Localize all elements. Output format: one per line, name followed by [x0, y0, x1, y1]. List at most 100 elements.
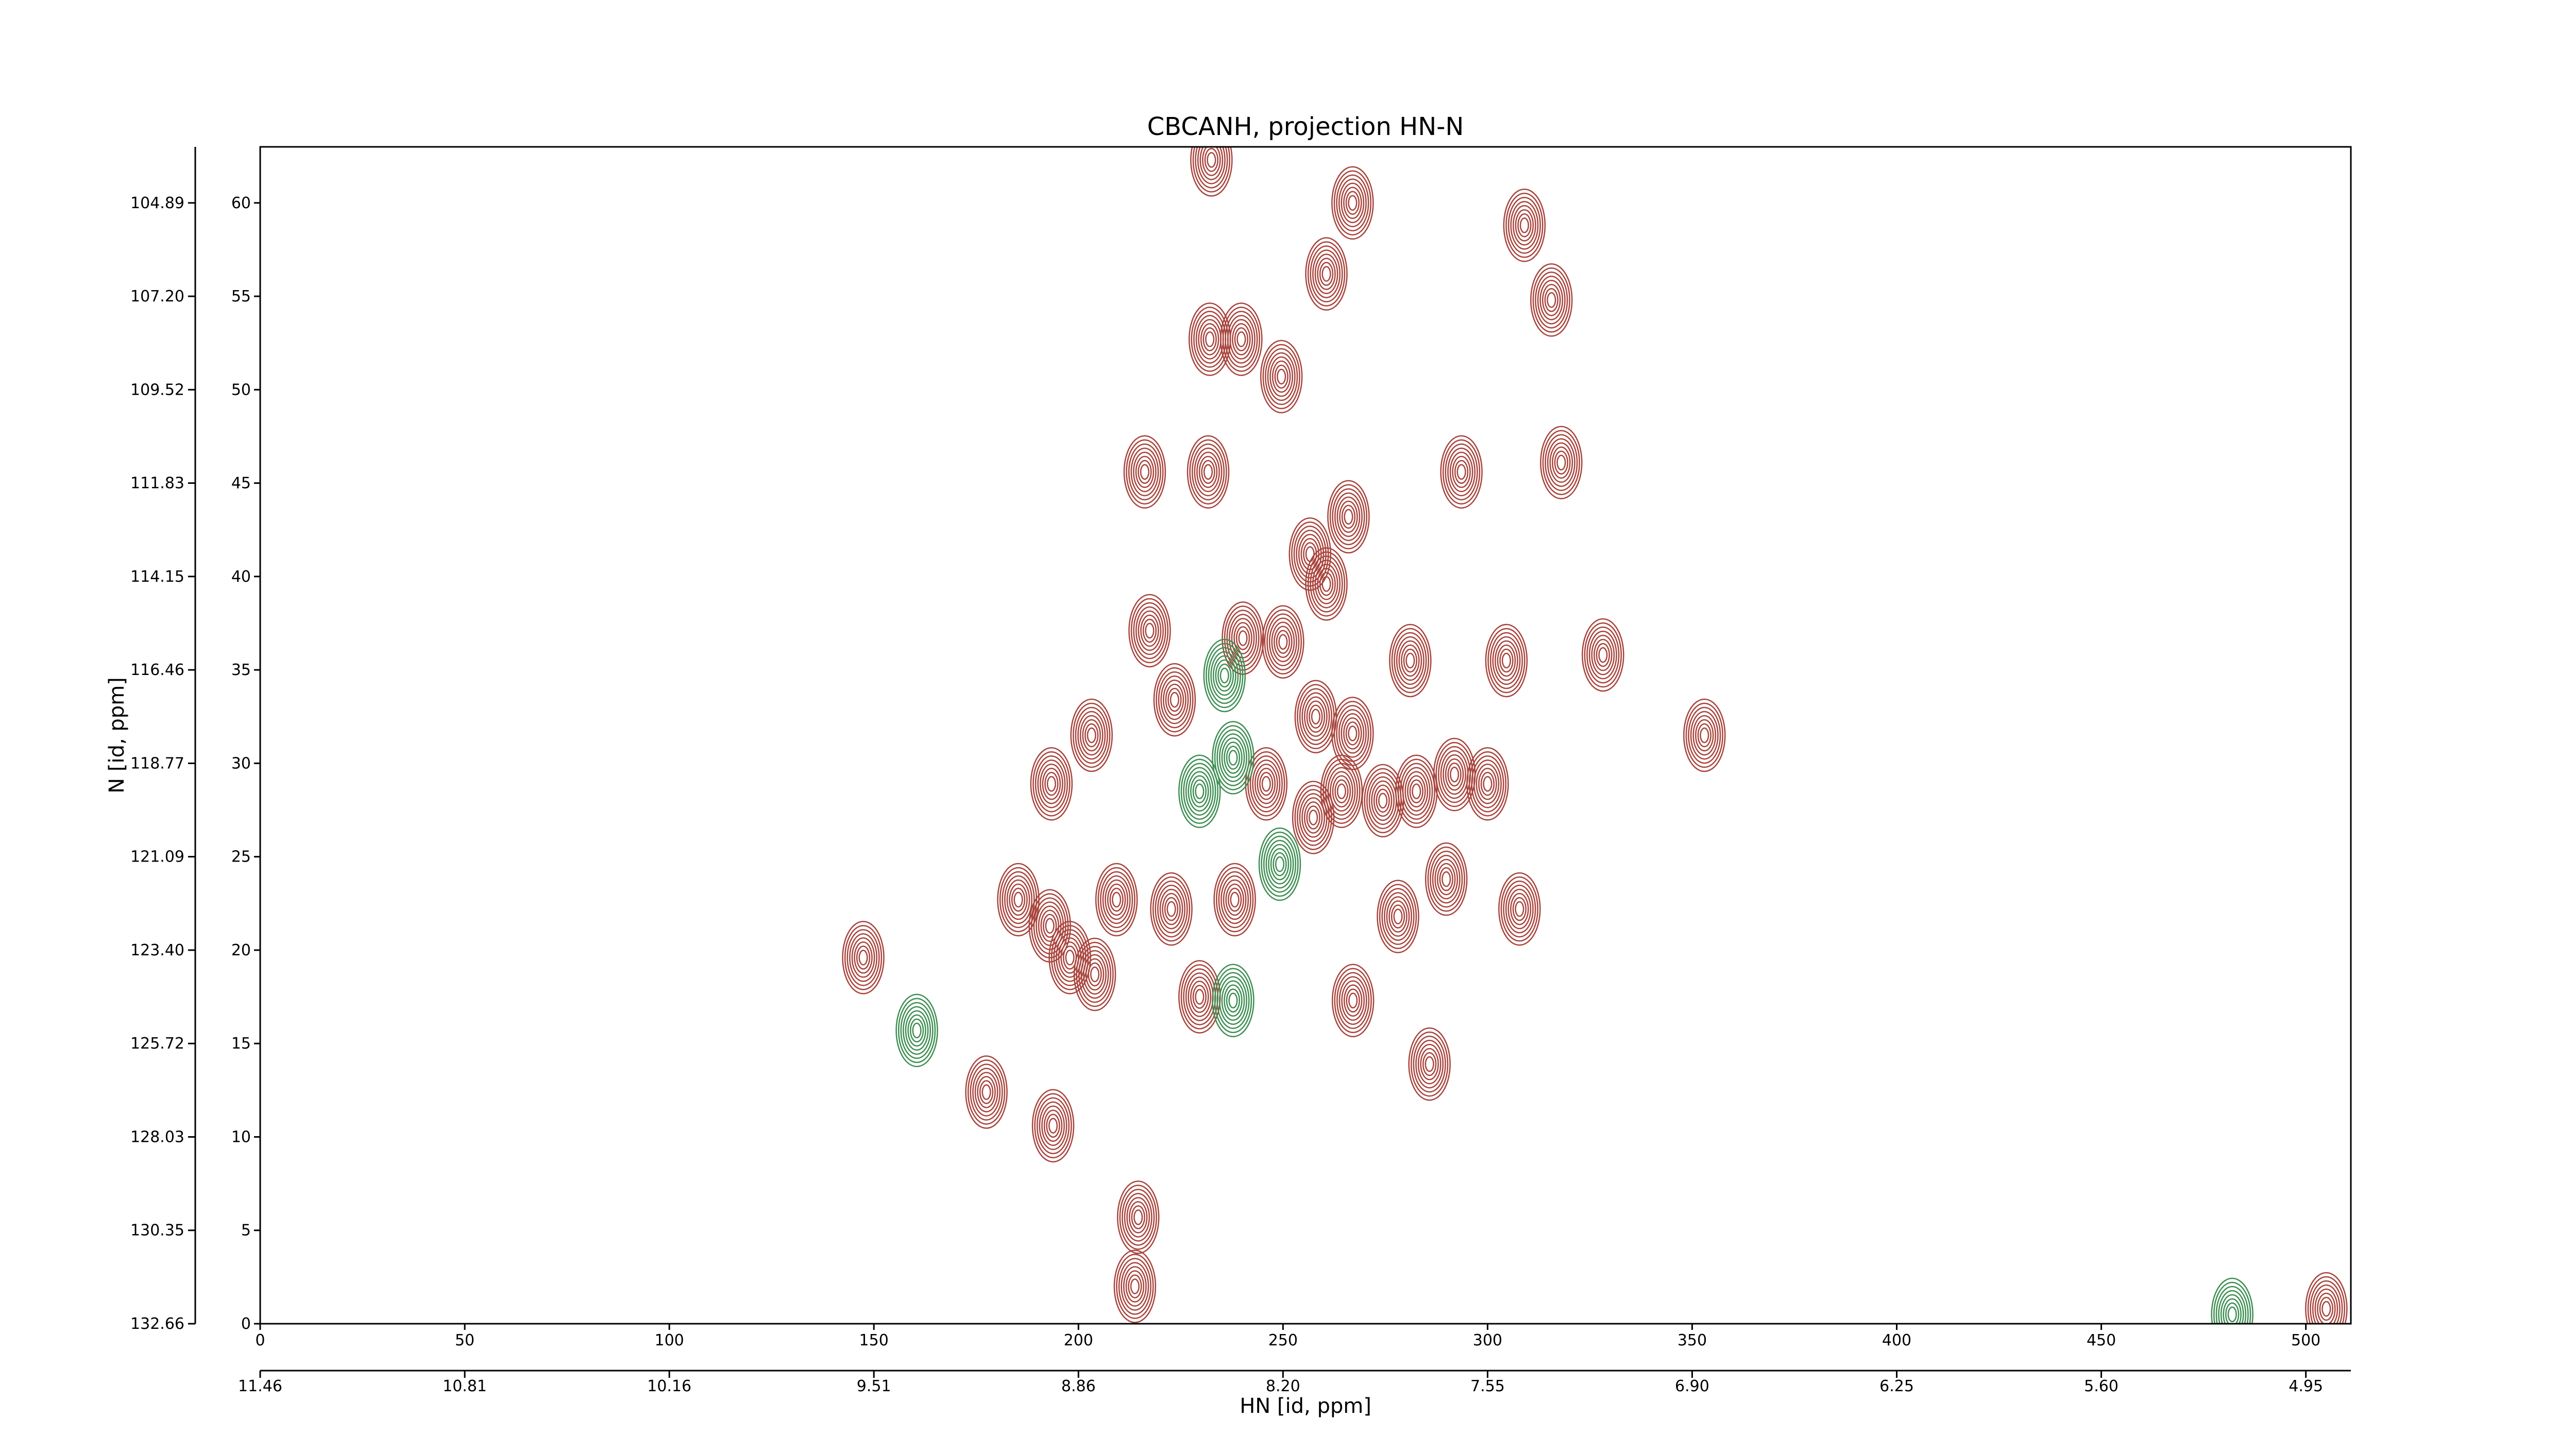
contour-level — [1187, 435, 1230, 509]
x2-tick-label: 6.25 — [1879, 1377, 1914, 1395]
contour-level — [1430, 850, 1463, 908]
peak — [1190, 147, 1233, 197]
contour-level — [1133, 1209, 1143, 1225]
contour-level — [1073, 937, 1116, 1011]
contour-level — [1452, 455, 1471, 488]
contour-level — [1697, 723, 1711, 748]
contour-level — [1346, 988, 1360, 1013]
contour-level — [999, 867, 1038, 933]
contour-level — [1402, 767, 1431, 816]
contour-level — [1301, 692, 1330, 741]
contour-level — [1425, 1056, 1434, 1072]
contour-level — [1454, 460, 1469, 484]
contour-level — [1309, 809, 1318, 825]
contour-level — [1417, 1043, 1442, 1085]
contour-level — [1046, 776, 1056, 792]
y-tick-label: 35 — [231, 661, 251, 679]
contour-level — [909, 1018, 924, 1043]
contour-level — [1397, 758, 1435, 824]
contour-level — [1162, 892, 1181, 925]
contour-level — [1447, 762, 1462, 787]
contour-level — [1142, 618, 1157, 643]
contour-level — [1321, 576, 1331, 592]
contour-level — [1471, 755, 1504, 813]
contour-level — [1180, 758, 1218, 824]
contour-level — [972, 1068, 1001, 1117]
contour-level — [1230, 891, 1240, 908]
contour-level — [1198, 455, 1218, 488]
contour-level — [1336, 496, 1361, 537]
contour-level — [1128, 1201, 1148, 1234]
contour-level — [1584, 622, 1622, 688]
contour-level — [1263, 835, 1297, 893]
contour-level — [1415, 1039, 1444, 1089]
y-tick-label: 25 — [231, 848, 251, 866]
contour-level — [2314, 1288, 2338, 1324]
contour-level — [1220, 302, 1263, 376]
peak — [997, 863, 1040, 937]
contour-level — [1199, 147, 1224, 180]
contour-level — [1131, 1205, 1145, 1229]
contour-level — [1510, 892, 1529, 925]
peak — [1331, 166, 1374, 240]
contour-level — [1436, 863, 1456, 896]
contour-level — [1519, 217, 1529, 233]
contour-level — [1394, 632, 1427, 689]
contour-level — [1289, 517, 1331, 591]
contour-level — [1192, 779, 1207, 804]
contour-level — [1192, 985, 1207, 1009]
contour-level — [1090, 966, 1100, 983]
contour-level — [1275, 856, 1285, 872]
peak — [1073, 937, 1116, 1011]
contour-level — [1105, 879, 1128, 920]
contour-level — [1301, 797, 1325, 838]
contour-level — [1594, 638, 1613, 671]
contour-level — [1210, 651, 1239, 700]
contour-level — [1332, 775, 1351, 808]
contour-level — [1532, 267, 1570, 333]
peak — [1187, 435, 1230, 509]
contour-level — [1537, 276, 1566, 325]
contour-level — [1270, 848, 1290, 881]
contour-level — [1413, 1035, 1446, 1093]
contour-level — [1410, 1031, 1449, 1097]
contour-level — [846, 929, 880, 986]
contour-level — [1261, 831, 1299, 897]
contour-level — [1690, 711, 1719, 760]
contour-level — [1133, 602, 1166, 660]
y2-tick-label: 107.20 — [130, 288, 184, 306]
y2-tick-label: 130.35 — [130, 1222, 184, 1240]
contour-level — [1447, 447, 1476, 497]
contour-level — [1336, 783, 1346, 800]
contour-level — [1058, 937, 1082, 978]
contour-level — [1327, 480, 1370, 554]
contour-level — [851, 937, 875, 978]
contour-level — [1309, 704, 1323, 729]
peak — [1408, 1027, 1451, 1101]
contour-level — [1341, 713, 1365, 754]
contour-level — [1212, 655, 1236, 696]
contour-level — [1304, 696, 1328, 737]
contour-level — [1158, 671, 1191, 729]
contour-level — [967, 1059, 1006, 1125]
contour-level — [1505, 884, 1534, 934]
contour-level — [1036, 1097, 1070, 1154]
contour-level — [1073, 702, 1111, 768]
contour-level — [1254, 764, 1278, 804]
contour-level — [1221, 980, 1245, 1021]
contours — [842, 147, 2348, 1324]
peak — [1503, 189, 1546, 262]
x2-tick-label: 10.16 — [647, 1377, 691, 1395]
contour-level — [1238, 630, 1248, 646]
contour-level — [1189, 439, 1227, 505]
peak — [1262, 605, 1304, 679]
x2-tick-label: 8.86 — [1061, 1377, 1096, 1395]
contour-level — [1138, 610, 1162, 651]
contour-level — [1080, 950, 1109, 999]
contour-level — [1507, 888, 1532, 930]
y-tick-label: 20 — [231, 941, 251, 959]
peak — [1389, 623, 1432, 698]
contour-level — [1320, 754, 1363, 829]
contour-level — [1373, 784, 1393, 817]
